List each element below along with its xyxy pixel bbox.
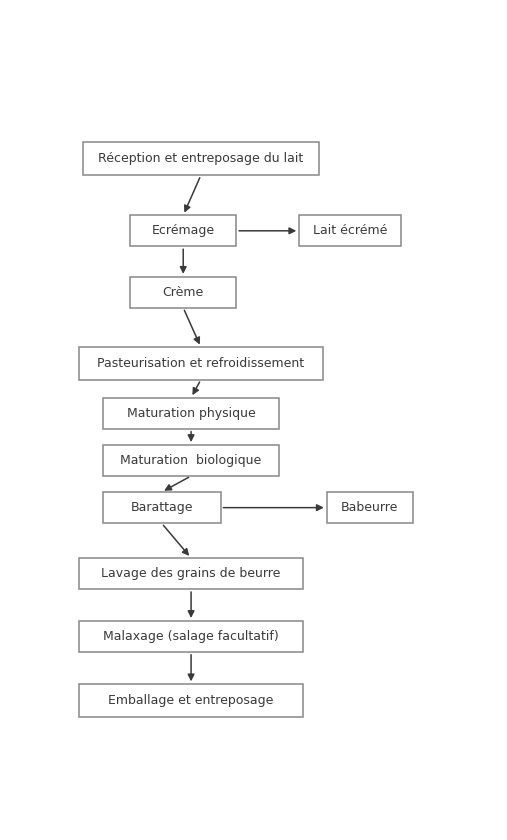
Text: Lavage des grains de beurre: Lavage des grains de beurre — [101, 567, 281, 580]
FancyBboxPatch shape — [79, 347, 323, 380]
Text: Babeurre: Babeurre — [341, 501, 399, 514]
FancyBboxPatch shape — [79, 685, 303, 717]
FancyBboxPatch shape — [83, 142, 319, 176]
FancyBboxPatch shape — [130, 215, 236, 246]
Text: Maturation  biologique: Maturation biologique — [121, 454, 262, 467]
Text: Maturation physique: Maturation physique — [127, 407, 256, 420]
FancyBboxPatch shape — [102, 445, 279, 476]
Text: Barattage: Barattage — [130, 501, 193, 514]
Text: Crème: Crème — [163, 286, 204, 299]
Text: Malaxage (salage facultatif): Malaxage (salage facultatif) — [103, 630, 279, 643]
FancyBboxPatch shape — [327, 492, 413, 523]
FancyBboxPatch shape — [130, 276, 236, 307]
FancyBboxPatch shape — [299, 215, 402, 246]
Text: Ecrémage: Ecrémage — [152, 224, 215, 238]
Text: Réception et entreposage du lait: Réception et entreposage du lait — [98, 152, 304, 165]
FancyBboxPatch shape — [102, 492, 221, 523]
Text: Pasteurisation et refroidissement: Pasteurisation et refroidissement — [97, 357, 305, 370]
Text: Emballage et entreposage: Emballage et entreposage — [108, 694, 274, 707]
FancyBboxPatch shape — [79, 621, 303, 652]
FancyBboxPatch shape — [79, 558, 303, 589]
Text: Lait écrémé: Lait écrémé — [313, 224, 387, 238]
FancyBboxPatch shape — [102, 397, 279, 428]
